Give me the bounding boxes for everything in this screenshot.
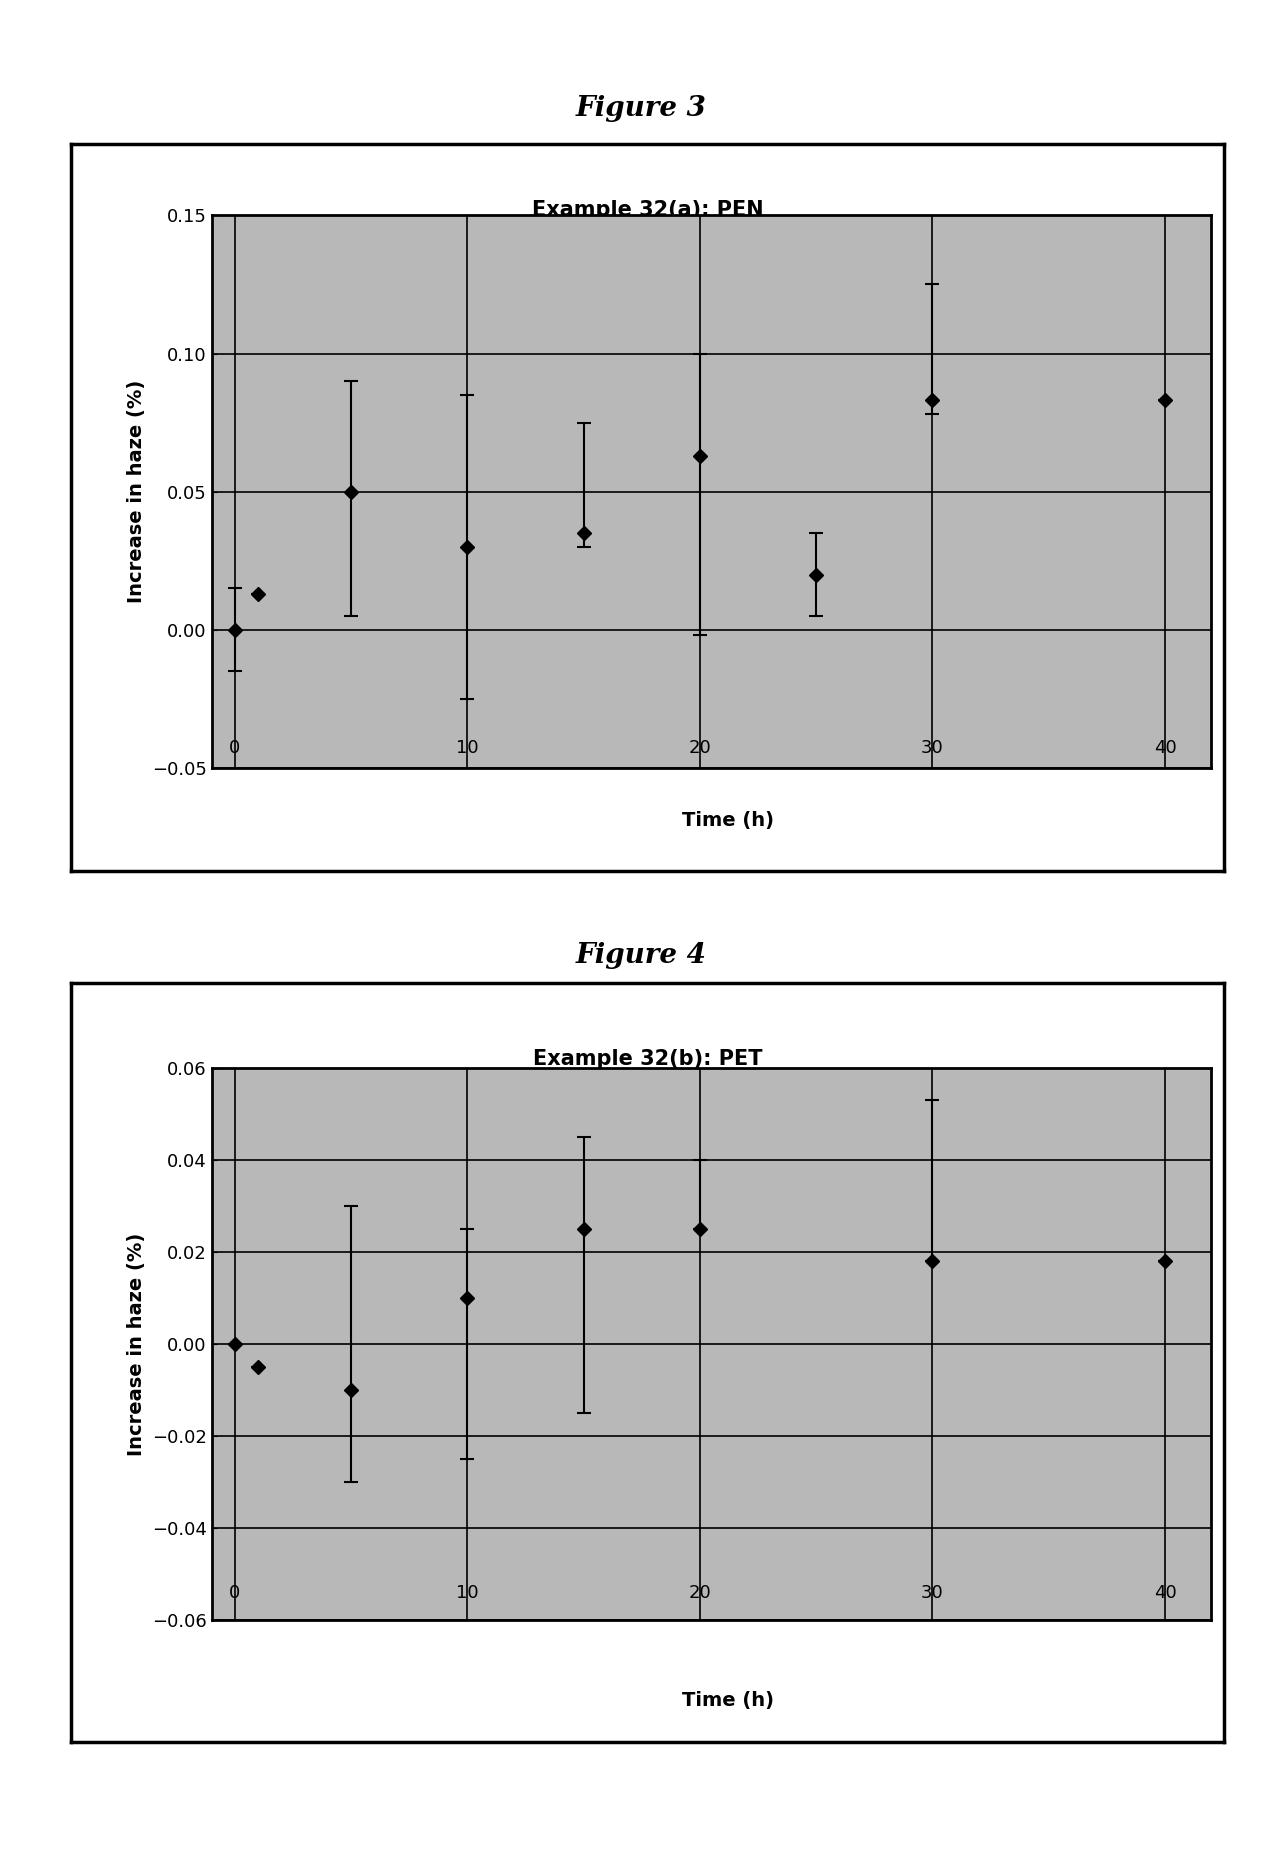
Text: Figure 4: Figure 4 xyxy=(576,942,706,968)
Text: Example 32(a): PEN: Example 32(a): PEN xyxy=(532,200,763,219)
Text: 40: 40 xyxy=(1154,1585,1177,1601)
Text: 30: 30 xyxy=(920,1585,944,1601)
Text: Figure 3: Figure 3 xyxy=(576,96,706,122)
Text: Time (h): Time (h) xyxy=(682,1691,774,1710)
Text: 0: 0 xyxy=(229,1585,241,1601)
Text: 20: 20 xyxy=(688,738,712,757)
Y-axis label: Increase in haze (%): Increase in haze (%) xyxy=(127,380,146,603)
Text: 10: 10 xyxy=(456,1585,478,1601)
Text: Example 32(b): PET: Example 32(b): PET xyxy=(532,1049,763,1069)
Text: 20: 20 xyxy=(688,1585,712,1601)
Text: 10: 10 xyxy=(456,738,478,757)
Text: 40: 40 xyxy=(1154,738,1177,757)
Text: 0: 0 xyxy=(229,738,241,757)
Y-axis label: Increase in haze (%): Increase in haze (%) xyxy=(127,1232,146,1455)
Text: 30: 30 xyxy=(920,738,944,757)
Text: Time (h): Time (h) xyxy=(682,811,774,830)
